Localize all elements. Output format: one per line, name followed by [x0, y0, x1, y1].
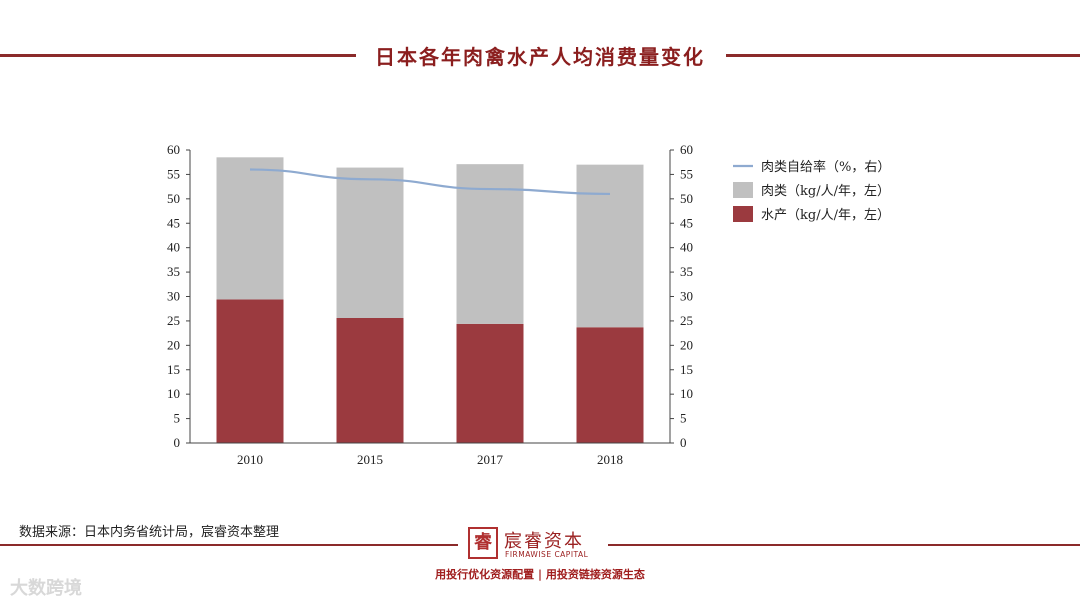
y-tick-label-left: 45 [167, 215, 180, 230]
logo-seal: 睿 [468, 527, 498, 559]
bar-meat-2018 [576, 164, 644, 328]
logo-chinese-name: 宸睿资本 [504, 531, 584, 552]
y-tick-label-right: 20 [680, 337, 693, 352]
y-tick-label-right: 30 [680, 289, 693, 304]
y-tick-label-right: 50 [680, 191, 693, 206]
footer-rule-right [608, 544, 1080, 546]
bar-seafood-2018 [576, 327, 644, 443]
page-title: 日本各年肉禽水产人均消费量变化 [375, 45, 705, 69]
x-tick-label-2018: 2018 [597, 452, 623, 467]
y-tick-label-right: 15 [680, 362, 693, 377]
footer-rule-left [0, 544, 458, 546]
y-tick-label-right: 45 [680, 215, 693, 230]
legend-marker-box-2 [733, 206, 753, 222]
y-tick-label-left: 30 [167, 289, 180, 304]
bar-meat-2015 [336, 167, 404, 318]
title-rule-right [726, 54, 1080, 57]
x-tick-label-2010: 2010 [237, 452, 263, 467]
bar-meat-2017 [456, 164, 524, 324]
y-tick-label-left: 10 [167, 386, 180, 401]
y-tick-label-right: 25 [680, 313, 693, 328]
bar-seafood-2015 [336, 317, 404, 443]
line-self-sufficiency-rate [249, 168, 611, 196]
company-logo: 睿 宸睿资本 FIRMAWISE CAPITAL [468, 527, 592, 563]
y-tick-label-right: 55 [680, 166, 693, 181]
legend-label-2: 水产（kg/人/年，左） [761, 208, 890, 223]
source-note: 数据来源：日本内务省统计局，宸睿资本整理 [19, 525, 280, 540]
y-tick-label-left: 60 [167, 142, 180, 157]
y-tick-label-left: 5 [174, 411, 181, 426]
y-tick-label-right: 5 [680, 411, 687, 426]
y-tick-label-left: 25 [167, 313, 180, 328]
logo-english-name: FIRMAWISE CAPITAL [505, 550, 589, 559]
bar-meat-2010 [216, 157, 284, 300]
bars-group [216, 157, 644, 443]
y-tick-label-left: 50 [167, 191, 180, 206]
legend-label-1: 肉类（kg/人/年，左） [761, 184, 890, 199]
slogan: 用投行优化资源配置 | 用投资链接资源生态 [435, 568, 645, 581]
legend-marker-box-1 [733, 182, 753, 198]
x-tick-label-2015: 2015 [357, 452, 383, 467]
y-tick-label-left: 0 [174, 435, 181, 450]
legend-label-0: 肉类自给率（%，右） [761, 159, 890, 175]
bar-seafood-2010 [216, 299, 284, 443]
line-group [249, 168, 611, 196]
y-tick-label-left: 20 [167, 337, 180, 352]
y-tick-label-right: 35 [680, 264, 693, 279]
y-tick-label-left: 40 [167, 240, 180, 255]
bar-seafood-2017 [456, 323, 524, 443]
title-rule-left [0, 54, 356, 57]
x-tick-label-2017: 2017 [477, 452, 504, 467]
y-tick-label-left: 35 [167, 264, 180, 279]
y-tick-label-right: 40 [680, 240, 693, 255]
watermark: 大数跨境 [10, 578, 82, 599]
y-tick-label-right: 0 [680, 435, 687, 450]
y-tick-label-right: 10 [680, 386, 693, 401]
y-tick-label-left: 55 [167, 166, 180, 181]
y-tick-label-left: 15 [167, 362, 180, 377]
legend: 肉类自给率（%，右） 肉类（kg/人/年，左） 水产（kg/人/年，左） [733, 159, 890, 223]
y-tick-label-right: 60 [680, 142, 693, 157]
